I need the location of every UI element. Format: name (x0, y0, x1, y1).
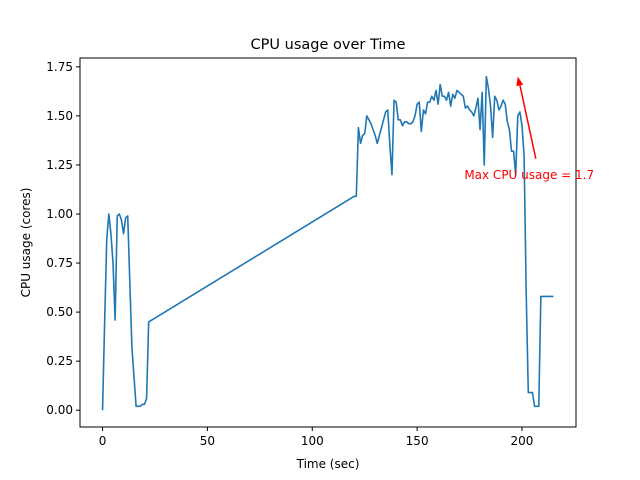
y-tick-label: 1.00 (46, 207, 73, 221)
x-axis-label: Time (sec) (296, 457, 360, 471)
plot-layer (101, 75, 554, 411)
annotation-label: Max CPU usage = 1.7 (464, 168, 594, 182)
ticks-layer: 0 50 100 150 200 0.00 0.25 0.50 0.75 1.00 1.25 1.50… (46, 60, 533, 448)
y-tick-label: 1.25 (46, 158, 73, 172)
annotation-arrow-shaft (519, 84, 537, 159)
y-axis-label: CPU usage (cores) (19, 188, 33, 298)
annotation-arrow-head (516, 76, 524, 87)
x-tick-label: 200 (511, 434, 534, 448)
y-tick-label: 0.00 (46, 403, 73, 417)
annotation-layer: Max CPU usage = 1.7 (464, 76, 594, 182)
x-tick-label: 150 (406, 434, 429, 448)
plot-frame (79, 57, 577, 428)
y-tick-label: 0.50 (46, 305, 73, 319)
y-tick-label: 1.75 (46, 60, 73, 74)
y-tick-label: 0.25 (46, 354, 73, 368)
y-tick-label: 0.75 (46, 256, 73, 270)
x-tick-label: 50 (200, 434, 215, 448)
y-tick-label: 1.50 (46, 109, 73, 123)
series-line-0 (101, 75, 554, 411)
chart-title: CPU usage over Time (251, 37, 406, 53)
x-tick-label: 100 (301, 434, 324, 448)
x-tick-label: 0 (99, 434, 107, 448)
